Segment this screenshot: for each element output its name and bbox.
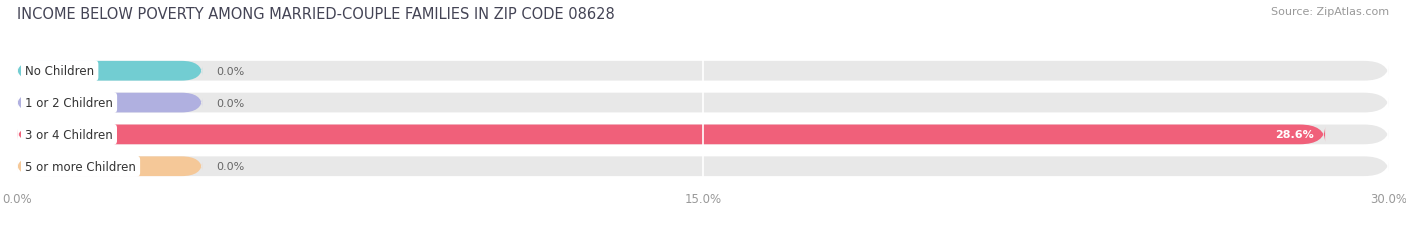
FancyBboxPatch shape <box>17 93 202 113</box>
Text: 3 or 4 Children: 3 or 4 Children <box>25 128 112 141</box>
FancyBboxPatch shape <box>17 157 1389 176</box>
FancyBboxPatch shape <box>17 93 1389 113</box>
FancyBboxPatch shape <box>17 62 1389 81</box>
Text: No Children: No Children <box>25 65 94 78</box>
Text: 5 or more Children: 5 or more Children <box>25 160 136 173</box>
Text: 0.0%: 0.0% <box>217 161 245 171</box>
FancyBboxPatch shape <box>17 157 202 176</box>
FancyBboxPatch shape <box>17 62 202 81</box>
Text: Source: ZipAtlas.com: Source: ZipAtlas.com <box>1271 7 1389 17</box>
Text: 1 or 2 Children: 1 or 2 Children <box>25 97 112 109</box>
FancyBboxPatch shape <box>17 125 1389 145</box>
Text: 0.0%: 0.0% <box>217 98 245 108</box>
FancyBboxPatch shape <box>17 125 1324 145</box>
Text: INCOME BELOW POVERTY AMONG MARRIED-COUPLE FAMILIES IN ZIP CODE 08628: INCOME BELOW POVERTY AMONG MARRIED-COUPL… <box>17 7 614 22</box>
Text: 28.6%: 28.6% <box>1275 130 1313 140</box>
Text: 0.0%: 0.0% <box>217 67 245 76</box>
